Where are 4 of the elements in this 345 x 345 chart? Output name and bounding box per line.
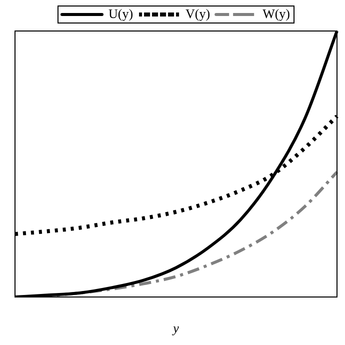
legend-label: W(y) (262, 6, 290, 21)
legend-label: V(y) (186, 6, 210, 21)
legend-label: U(y) (108, 6, 134, 21)
x-axis-title: y (171, 320, 180, 336)
